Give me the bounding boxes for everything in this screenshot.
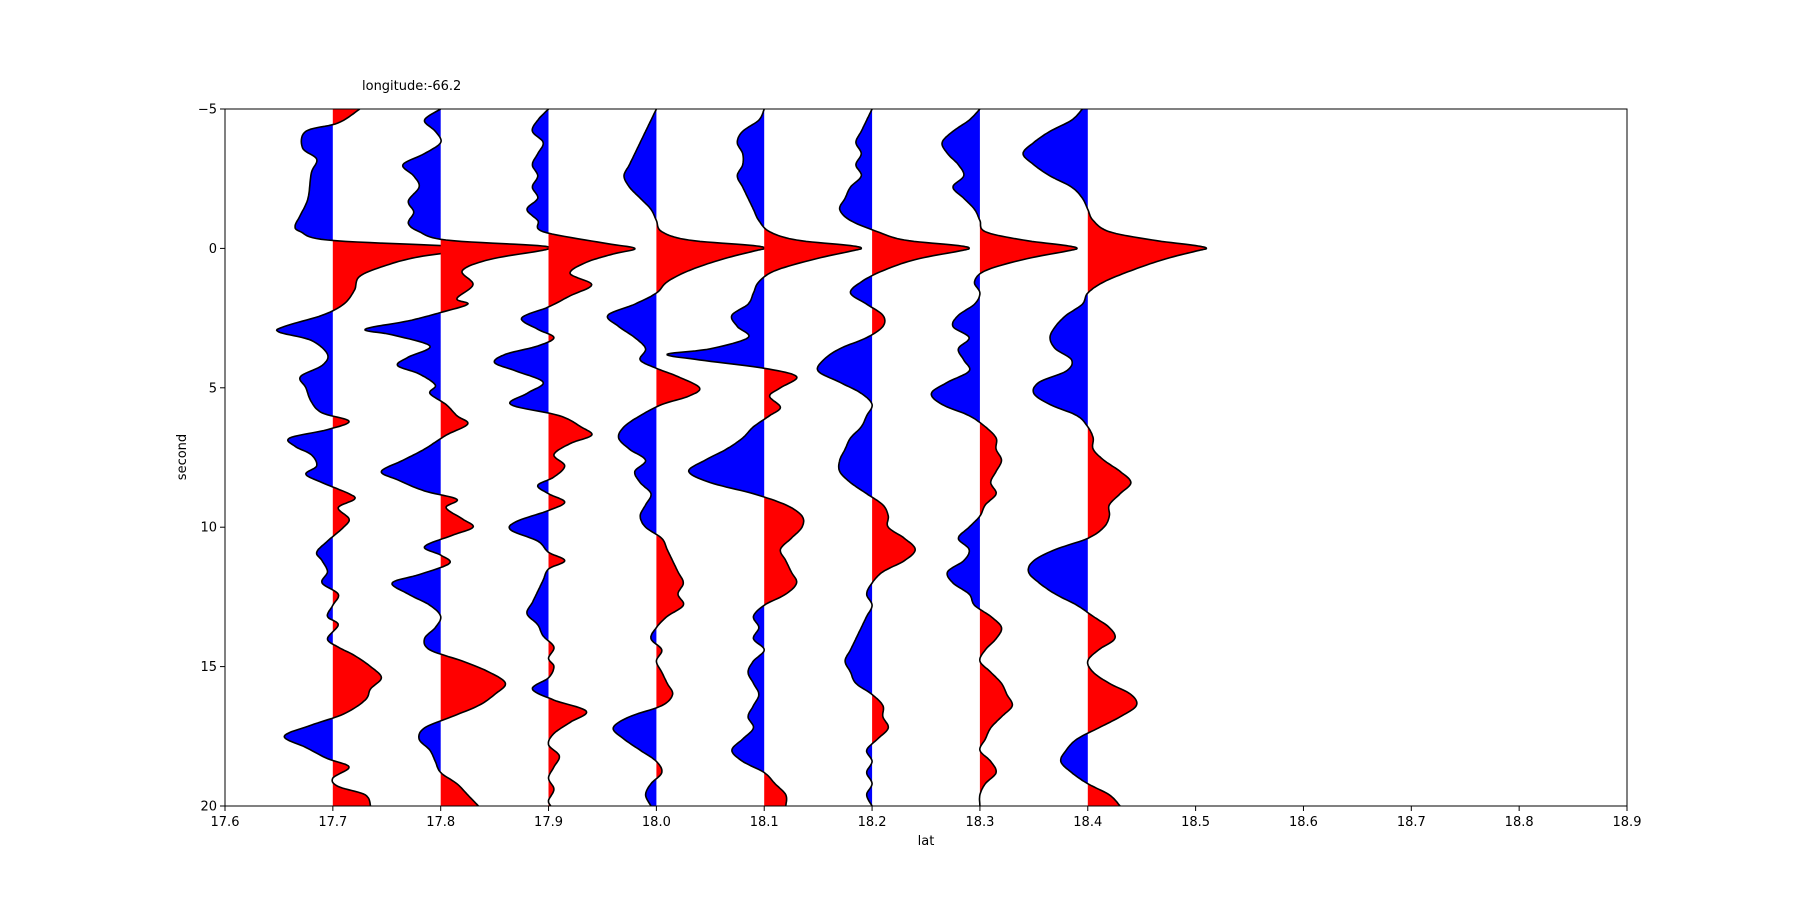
trace-7-positive-fill — [1087, 109, 1207, 806]
y-tick-label: 10 — [200, 521, 217, 536]
trace-3-positive-fill — [656, 109, 765, 806]
trace-4-positive-fill — [764, 109, 862, 806]
chart-title: longitude:-66.2 — [362, 79, 461, 94]
x-axis: 17.6 17.7 17.8 17.9 18.0 18.1 18.2 18.3 18.4 18.5… — [211, 806, 1642, 830]
trace-0-negative-fill — [276, 109, 333, 806]
trace-5-line — [816, 109, 970, 806]
trace-2-negative-fill — [494, 109, 549, 806]
trace-6-positive-fill — [979, 109, 1077, 806]
x-tick-label: 18.4 — [1073, 815, 1102, 830]
x-tick-label: 18.9 — [1613, 815, 1642, 830]
y-tick-label: −5 — [198, 103, 217, 118]
x-tick-label: 18.8 — [1505, 815, 1534, 830]
trace-6-negative-fill — [931, 109, 980, 806]
trace-7-line — [1022, 109, 1208, 806]
trace-5-positive-fill — [872, 109, 970, 806]
x-tick-label: 17.7 — [318, 815, 347, 830]
x-tick-label: 18.2 — [858, 815, 887, 830]
y-axis-label: second — [175, 434, 190, 480]
y-tick-label: 15 — [200, 660, 217, 675]
trace-4-negative-fill — [667, 109, 765, 806]
x-tick-label: 17.8 — [426, 815, 455, 830]
y-axis: −5 0 5 10 15 20 — [198, 103, 225, 815]
x-tick-label: 18.3 — [965, 815, 994, 830]
trace-2-positive-fill — [548, 109, 635, 806]
trace-3-line — [606, 109, 766, 806]
plot-frame — [224, 108, 1628, 807]
trace-7-negative-fill — [1023, 109, 1088, 806]
x-tick-label: 18.0 — [642, 815, 671, 830]
y-tick-label: 5 — [209, 381, 217, 396]
trace-0-positive-fill — [332, 109, 485, 806]
x-tick-label: 18.5 — [1181, 815, 1210, 830]
trace-2-line — [493, 109, 636, 806]
x-axis-label: lat — [918, 834, 935, 849]
trace-5-negative-fill — [817, 109, 873, 806]
x-tick-label: 18.6 — [1289, 815, 1318, 830]
trace-1-line — [364, 109, 551, 806]
trace-4-line — [666, 109, 863, 806]
x-tick-label: 18.7 — [1397, 815, 1426, 830]
trace-3-negative-fill — [607, 109, 657, 806]
trace-6-line — [930, 109, 1078, 806]
x-tick-label: 17.6 — [211, 815, 240, 830]
trace-1-negative-fill — [365, 109, 441, 806]
x-tick-label: 17.9 — [534, 815, 563, 830]
x-tick-label: 18.1 — [750, 815, 779, 830]
traces-layer — [275, 109, 1208, 806]
y-tick-label: 20 — [200, 800, 217, 815]
trace-1-positive-fill — [440, 109, 550, 806]
y-tick-label: 0 — [209, 242, 217, 257]
